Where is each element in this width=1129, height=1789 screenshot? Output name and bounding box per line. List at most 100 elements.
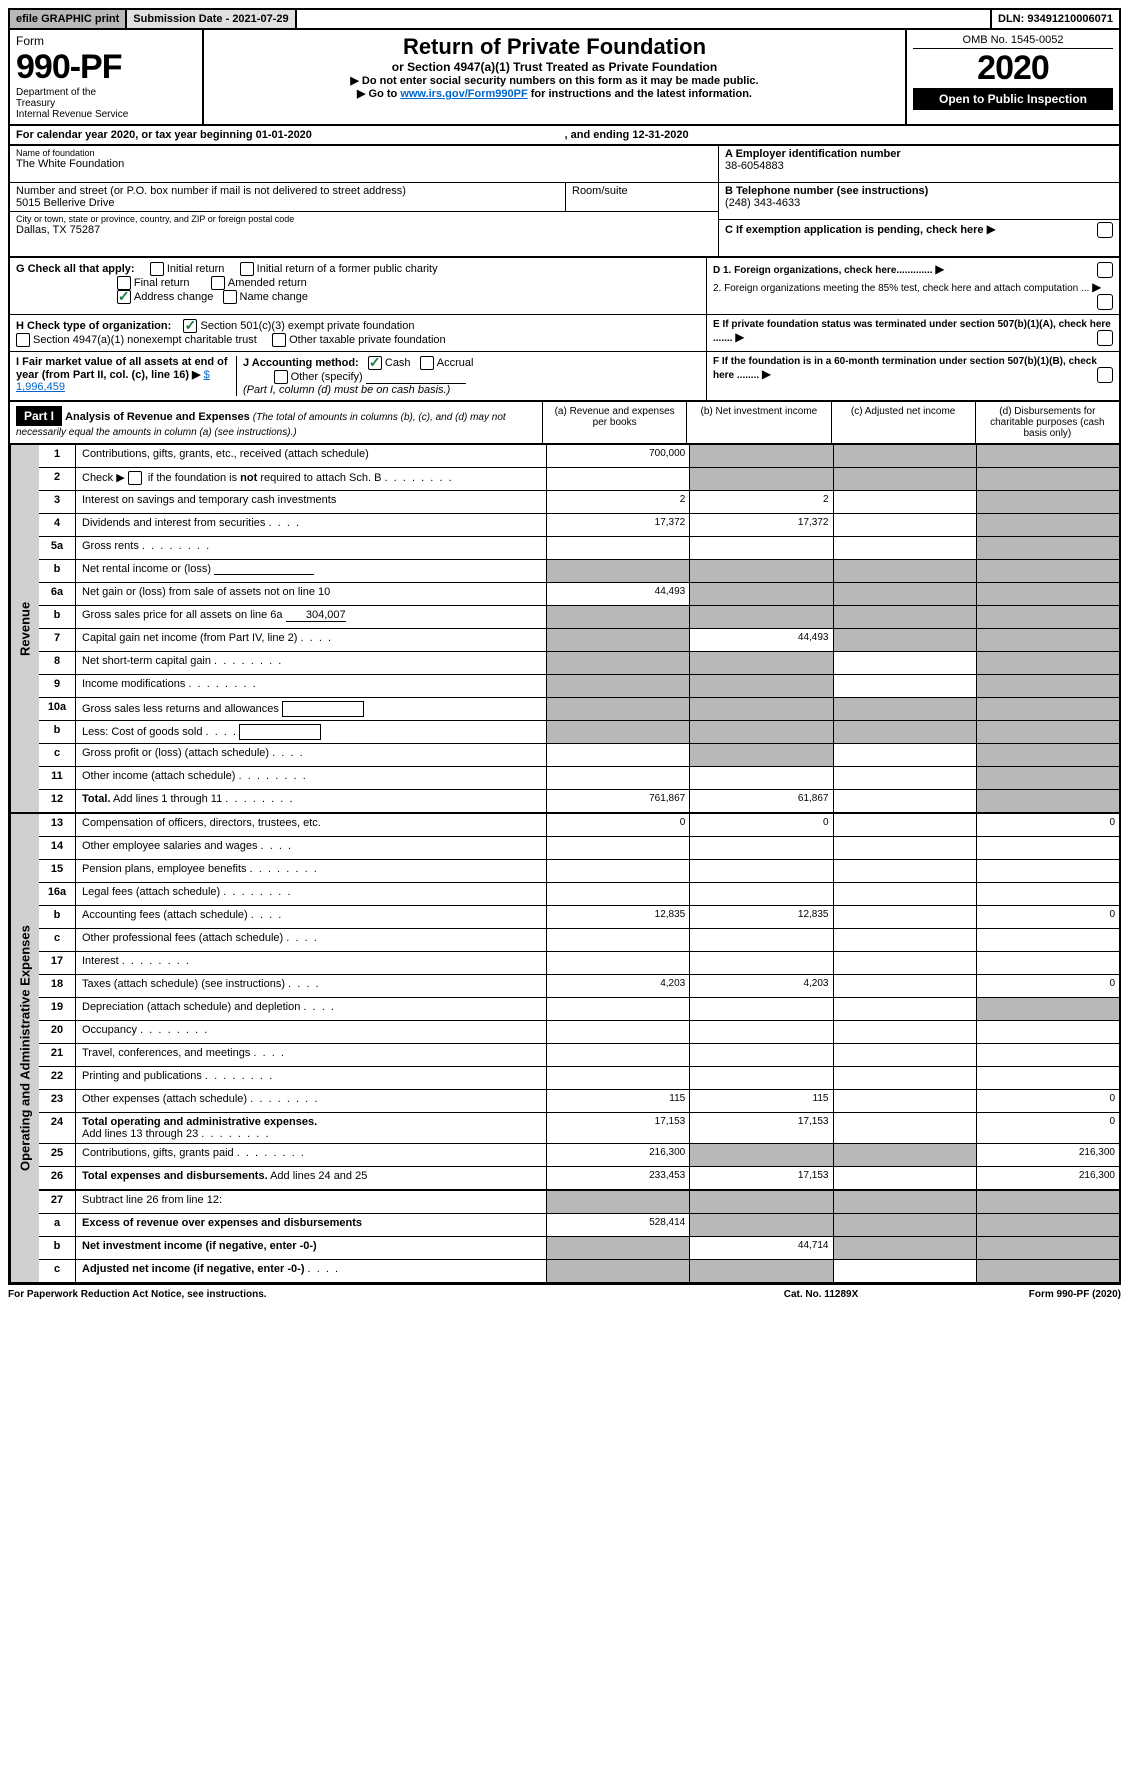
row-10a: 10a Gross sales less returns and allowan… bbox=[39, 698, 1119, 721]
ij-left: I Fair market value of all assets at end… bbox=[10, 352, 706, 400]
exemption-pending: C If exemption application is pending, c… bbox=[719, 220, 1119, 256]
tax-year: 2020 bbox=[913, 49, 1113, 88]
room: Room/suite bbox=[566, 183, 718, 211]
f-section: F If the foundation is in a 60-month ter… bbox=[706, 352, 1119, 400]
revenue-side-label: Revenue bbox=[10, 445, 39, 812]
header-left: Form 990-PF Department of theTreasuryInt… bbox=[10, 30, 204, 124]
expenses-ledger: Operating and Administrative Expenses 13… bbox=[8, 814, 1121, 1284]
row-11: 11 Other income (attach schedule) bbox=[39, 767, 1119, 790]
omb: OMB No. 1545-0052 bbox=[913, 34, 1113, 49]
cash-check[interactable] bbox=[368, 356, 382, 370]
footer-right: Form 990-PF (2020) bbox=[921, 1289, 1121, 1300]
row-1: 1 Contributions, gifts, grants, etc., re… bbox=[39, 445, 1119, 468]
part1-label-cell: Part I Analysis of Revenue and Expenses … bbox=[10, 402, 543, 443]
other-taxable-check[interactable] bbox=[272, 333, 286, 347]
row-4: 4 Dividends and interest from securities… bbox=[39, 514, 1119, 537]
row-27a: a Excess of revenue over expenses and di… bbox=[39, 1214, 1119, 1237]
row-2: 2 Check ▶ if the foundation is not requi… bbox=[39, 468, 1119, 491]
f-check[interactable] bbox=[1097, 367, 1113, 383]
row-24: 24 Total operating and administrative ex… bbox=[39, 1113, 1119, 1144]
row-8: 8 Net short-term capital gain bbox=[39, 652, 1119, 675]
row-27b: b Net investment income (if negative, en… bbox=[39, 1237, 1119, 1260]
spacer bbox=[297, 10, 992, 28]
g-checks: G Check all that apply: Initial return I… bbox=[10, 258, 707, 314]
col-b-head: (b) Net investment income bbox=[687, 402, 831, 443]
form-number: 990-PF bbox=[16, 48, 196, 87]
row-25: 25 Contributions, gifts, grants paid 216… bbox=[39, 1144, 1119, 1167]
revenue-ledger: Revenue 1 Contributions, gifts, grants, … bbox=[8, 445, 1121, 814]
row-18: 18 Taxes (attach schedule) (see instruct… bbox=[39, 975, 1119, 998]
other-method-check[interactable] bbox=[274, 370, 288, 384]
initial-return-check[interactable] bbox=[150, 262, 164, 276]
row-16a: 16a Legal fees (attach schedule) bbox=[39, 883, 1119, 906]
initial-former-check[interactable] bbox=[240, 262, 254, 276]
sec4947-check[interactable] bbox=[16, 333, 30, 347]
row-14: 14 Other employee salaries and wages bbox=[39, 837, 1119, 860]
header-center: Return of Private Foundation or Section … bbox=[204, 30, 905, 124]
e-section: E If private foundation status was termi… bbox=[707, 315, 1119, 351]
efile-label: efile GRAPHIC print bbox=[10, 10, 127, 28]
row-10b: b Less: Cost of goods sold bbox=[39, 721, 1119, 744]
col-d-head: (d) Disbursements for charitable purpose… bbox=[976, 402, 1119, 443]
calyear-end: , and ending 12-31-2020 bbox=[565, 129, 1114, 141]
row-20: 20 Occupancy bbox=[39, 1021, 1119, 1044]
d-section: D 1. Foreign organizations, check here..… bbox=[707, 258, 1119, 314]
revenue-body: 1 Contributions, gifts, grants, etc., re… bbox=[39, 445, 1119, 812]
dept: Department of theTreasuryInternal Revenu… bbox=[16, 87, 196, 120]
note2: ▶ Go to www.irs.gov/Form990PF for instru… bbox=[210, 87, 899, 100]
c-checkbox[interactable] bbox=[1097, 222, 1113, 238]
info-right: A Employer identification number 38-6054… bbox=[718, 146, 1119, 256]
row-22: 22 Printing and publications bbox=[39, 1067, 1119, 1090]
address-row: Number and street (or P.O. box number if… bbox=[10, 183, 718, 212]
row-6a: 6a Net gain or (loss) from sale of asset… bbox=[39, 583, 1119, 606]
row-9: 9 Income modifications bbox=[39, 675, 1119, 698]
address-change-check[interactable] bbox=[117, 290, 131, 304]
part1-header: Part I Analysis of Revenue and Expenses … bbox=[8, 402, 1121, 445]
d1-check[interactable] bbox=[1097, 262, 1113, 278]
topbar: efile GRAPHIC print Submission Date - 20… bbox=[8, 8, 1121, 30]
row-12: 12 Total. Add lines 1 through 11 761,867… bbox=[39, 790, 1119, 812]
section-ij: I Fair market value of all assets at end… bbox=[8, 352, 1121, 402]
row-7: 7 Capital gain net income (from Part IV,… bbox=[39, 629, 1119, 652]
form-title: Return of Private Foundation bbox=[210, 34, 899, 60]
expenses-body: 13 Compensation of officers, directors, … bbox=[39, 814, 1119, 1282]
e-check[interactable] bbox=[1097, 330, 1113, 346]
row-5a: 5a Gross rents bbox=[39, 537, 1119, 560]
submission-date: Submission Date - 2021-07-29 bbox=[127, 10, 296, 28]
d2-check[interactable] bbox=[1097, 294, 1113, 310]
row-16c: c Other professional fees (attach schedu… bbox=[39, 929, 1119, 952]
street: Number and street (or P.O. box number if… bbox=[10, 183, 566, 211]
expenses-side-label: Operating and Administrative Expenses bbox=[10, 814, 39, 1282]
calyear-begin: For calendar year 2020, or tax year begi… bbox=[16, 129, 565, 141]
row-3: 3 Interest on savings and temporary cash… bbox=[39, 491, 1119, 514]
footer: For Paperwork Reduction Act Notice, see … bbox=[8, 1284, 1121, 1304]
amended-check[interactable] bbox=[211, 276, 225, 290]
row-17: 17 Interest bbox=[39, 952, 1119, 975]
accrual-check[interactable] bbox=[420, 356, 434, 370]
irs-link[interactable]: www.irs.gov/Form990PF bbox=[400, 88, 527, 100]
row-27c: c Adjusted net income (if negative, ente… bbox=[39, 1260, 1119, 1282]
telephone: B Telephone number (see instructions) (2… bbox=[719, 183, 1119, 220]
h-checks: H Check type of organization: Section 50… bbox=[10, 315, 707, 351]
row-26: 26 Total expenses and disbursements. Add… bbox=[39, 1167, 1119, 1191]
schb-check[interactable] bbox=[128, 471, 142, 485]
form-subtitle: or Section 4947(a)(1) Trust Treated as P… bbox=[210, 60, 899, 74]
foundation-name: Name of foundation The White Foundation bbox=[10, 146, 718, 183]
info-left: Name of foundation The White Foundation … bbox=[10, 146, 718, 256]
row-6b: b Gross sales price for all assets on li… bbox=[39, 606, 1119, 629]
footer-left: For Paperwork Reduction Act Notice, see … bbox=[8, 1289, 721, 1300]
city-row: City or town, state or province, country… bbox=[10, 212, 718, 248]
row-13: 13 Compensation of officers, directors, … bbox=[39, 814, 1119, 837]
section-h: H Check type of organization: Section 50… bbox=[8, 315, 1121, 352]
form-header: Form 990-PF Department of theTreasuryInt… bbox=[8, 30, 1121, 124]
row-5b: b Net rental income or (loss) bbox=[39, 560, 1119, 583]
col-c-head: (c) Adjusted net income bbox=[832, 402, 976, 443]
row-23: 23 Other expenses (attach schedule) 115 … bbox=[39, 1090, 1119, 1113]
part1-badge: Part I bbox=[16, 406, 62, 426]
form-word: Form bbox=[16, 34, 196, 48]
footer-center: Cat. No. 11289X bbox=[721, 1289, 921, 1300]
sec501-check[interactable] bbox=[183, 319, 197, 333]
row-27: 27 Subtract line 26 from line 12: bbox=[39, 1191, 1119, 1214]
name-change-check[interactable] bbox=[223, 290, 237, 304]
row-21: 21 Travel, conferences, and meetings bbox=[39, 1044, 1119, 1067]
